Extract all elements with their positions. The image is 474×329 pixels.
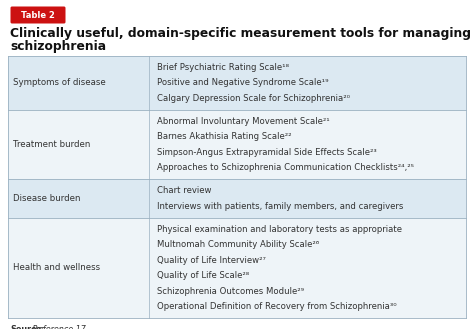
Text: Interviews with patients, family members, and caregivers: Interviews with patients, family members…: [157, 202, 403, 211]
Text: Operational Definition of Recovery from Schizophrenia³⁰: Operational Definition of Recovery from …: [157, 302, 397, 311]
Text: Multnomah Community Ability Scale²⁶: Multnomah Community Ability Scale²⁶: [157, 240, 319, 249]
Text: Calgary Depression Scale for Schizophrenia²⁰: Calgary Depression Scale for Schizophren…: [157, 94, 350, 103]
Text: Positive and Negative Syndrome Scale¹⁹: Positive and Negative Syndrome Scale¹⁹: [157, 79, 328, 88]
Text: Treatment burden: Treatment burden: [13, 140, 91, 149]
Text: Health and wellness: Health and wellness: [13, 264, 100, 272]
FancyBboxPatch shape: [10, 7, 65, 23]
FancyBboxPatch shape: [8, 218, 466, 318]
FancyBboxPatch shape: [8, 179, 466, 218]
Text: Abnormal Involuntary Movement Scale²¹: Abnormal Involuntary Movement Scale²¹: [157, 117, 330, 126]
Text: Schizophrenia Outcomes Module²⁹: Schizophrenia Outcomes Module²⁹: [157, 287, 304, 295]
FancyBboxPatch shape: [8, 56, 466, 110]
Text: schizophrenia: schizophrenia: [10, 40, 106, 53]
Text: Chart review: Chart review: [157, 187, 211, 195]
Text: Barnes Akathisia Rating Scale²²: Barnes Akathisia Rating Scale²²: [157, 133, 292, 141]
Text: Table 2: Table 2: [21, 11, 55, 19]
FancyBboxPatch shape: [8, 110, 466, 179]
Text: Physical examination and laboratory tests as appropriate: Physical examination and laboratory test…: [157, 225, 402, 234]
Text: Source:: Source:: [10, 325, 45, 329]
Text: Approaches to Schizophrenia Communication Checklists²⁴,²⁵: Approaches to Schizophrenia Communicatio…: [157, 163, 414, 172]
Text: Quality of Life Interview²⁷: Quality of Life Interview²⁷: [157, 256, 266, 265]
Text: Clinically useful, domain-specific measurement tools for managing: Clinically useful, domain-specific measu…: [10, 27, 471, 40]
Text: Brief Psychiatric Rating Scale¹⁸: Brief Psychiatric Rating Scale¹⁸: [157, 63, 289, 72]
Text: Reference 17: Reference 17: [30, 325, 86, 329]
Text: Simpson-Angus Extrapyramidal Side Effects Scale²³: Simpson-Angus Extrapyramidal Side Effect…: [157, 148, 377, 157]
Text: Symptoms of disease: Symptoms of disease: [13, 79, 106, 88]
Text: Disease burden: Disease burden: [13, 194, 81, 203]
Text: Quality of Life Scale²⁸: Quality of Life Scale²⁸: [157, 271, 249, 280]
